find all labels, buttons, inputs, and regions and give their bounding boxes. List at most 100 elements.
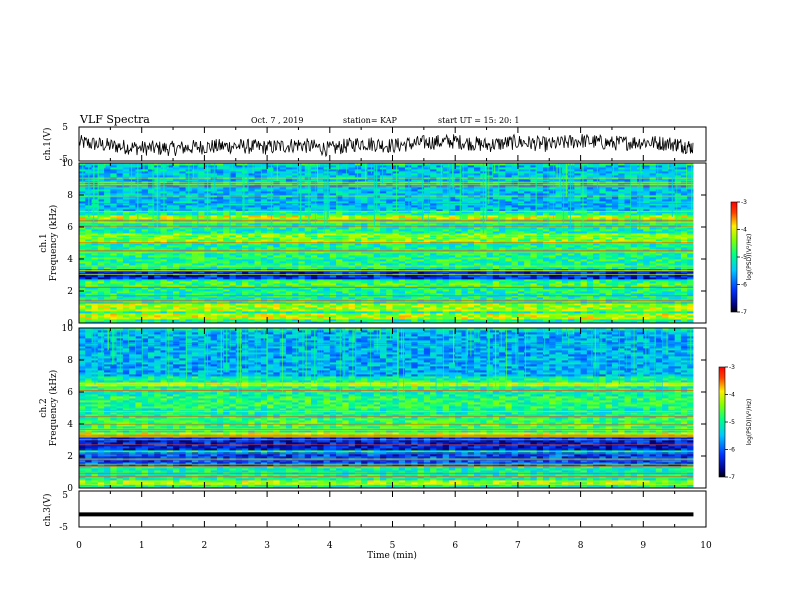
spectrogram-cell (267, 313, 274, 316)
spectrogram-cell (448, 305, 456, 308)
spectrogram-cell (530, 305, 538, 308)
spectrogram-cell (517, 307, 525, 310)
spectrogram-cell (680, 311, 688, 314)
spectrogram-cell (279, 319, 287, 322)
spectrogram-cell (361, 305, 368, 308)
spectrogram-cell (511, 313, 519, 316)
spectrogram-cell (248, 305, 255, 308)
spectrogram-cell (110, 299, 118, 302)
spectrogram-cell (486, 317, 494, 320)
spectrogram-cell (147, 309, 155, 312)
spectrogram-cell (392, 317, 400, 320)
spectrogram-cell (179, 299, 186, 302)
spectrogram-cell (530, 299, 538, 302)
spectrogram-cell (235, 299, 243, 302)
spectrogram-cell (166, 301, 174, 304)
spectrogram-cell (254, 321, 262, 324)
spectrogram-cell (79, 313, 86, 316)
spectrogram-cell (110, 317, 118, 320)
spectrogram-cell (461, 315, 469, 318)
spectrogram-cell (323, 307, 331, 310)
spectrogram-cell (637, 297, 644, 300)
spectrogram-cell (104, 301, 111, 304)
spectrogram-cell (511, 311, 519, 314)
spectrogram-cell (430, 313, 437, 316)
spectrogram-cell (310, 299, 318, 302)
spectrogram-cell (630, 303, 638, 306)
spectrogram-cell (398, 317, 406, 320)
spectrogram-cell (354, 319, 362, 322)
spectrogram-cell (430, 321, 437, 324)
spectrogram-cell (386, 295, 393, 298)
spectrogram-cell (173, 317, 180, 320)
spectrogram-cell (505, 301, 513, 304)
ch1v-tick-bottom: -5 (59, 155, 68, 165)
spectrogram-cell (135, 313, 143, 316)
spectrogram-cell (373, 311, 381, 314)
spectrogram-cell (141, 313, 149, 316)
spectrogram-cell (555, 311, 563, 314)
spectrogram-cell (348, 315, 356, 318)
spectrogram-cell (285, 321, 293, 324)
spectrogram-cell (110, 309, 118, 312)
spectrogram-cell (417, 309, 425, 312)
spectrogram-cell (179, 319, 186, 322)
spectrogram-cell (655, 315, 663, 318)
spectrogram-cell (373, 321, 381, 324)
spectrogram-cell (185, 303, 193, 306)
spectrogram-cell (191, 321, 199, 324)
spectrogram-cell (599, 307, 607, 310)
spectrogram-cell (91, 315, 99, 318)
spectrogram-cell (536, 307, 544, 310)
spectrogram-cell (517, 317, 525, 320)
spectrogram-cell (461, 307, 469, 310)
spectrogram-cell (530, 319, 538, 322)
spectrogram-cell (411, 315, 418, 318)
spectrogram-cell (649, 311, 657, 314)
spectrogram-cell (599, 319, 607, 322)
spectrogram-cell (336, 311, 343, 314)
spectrogram-cell (580, 301, 588, 304)
spectrogram-cell (398, 295, 406, 298)
spectrogram-cell (536, 319, 544, 322)
spectrogram-cell (549, 301, 556, 304)
spectrogram-cell (141, 319, 149, 322)
spectrogram-cell (135, 299, 143, 302)
spectrogram-cell (91, 297, 99, 300)
spectrogram-cell (630, 295, 638, 298)
spectrogram-cell (348, 301, 356, 304)
spectrogram-cell (198, 315, 205, 318)
spectrogram-cell (524, 321, 531, 324)
spectrogram-cell (235, 313, 243, 316)
spectrogram-cell (379, 299, 387, 302)
spectrogram-cell (455, 311, 462, 314)
spectrogram-cell (593, 301, 600, 304)
spectrogram-cell (499, 295, 506, 298)
spectrogram-cell (242, 305, 249, 308)
spectrogram-cell (329, 301, 337, 304)
spectrogram-cell (474, 295, 481, 298)
spectrogram-cell (354, 307, 362, 310)
spectrogram-cell (204, 311, 212, 314)
spectrogram-cell (379, 305, 387, 308)
spectrogram-cell (430, 315, 437, 318)
spectrogram-cell (474, 309, 481, 312)
spectrogram-cell (235, 295, 243, 298)
spectrogram-cell (568, 297, 575, 300)
spectrogram-cell (210, 293, 218, 296)
spectrogram-cell (680, 319, 688, 322)
spectrogram-cell (423, 301, 431, 304)
spectrogram-cell (423, 295, 431, 298)
spectrogram-cell (423, 315, 431, 318)
spectrogram-cell (379, 309, 387, 312)
spectrogram-cell (191, 309, 199, 312)
spectrogram-cell (674, 295, 682, 298)
spectrogram-cell (273, 319, 281, 322)
spectrogram-cell (423, 313, 431, 316)
spectrogram-cell (267, 301, 274, 304)
spectrogram-cell (336, 303, 343, 306)
spectrogram-cell (568, 301, 575, 304)
spectrogram-cell (235, 317, 243, 320)
spectrogram-cell (154, 313, 161, 316)
spectrogram-cell (448, 311, 456, 314)
